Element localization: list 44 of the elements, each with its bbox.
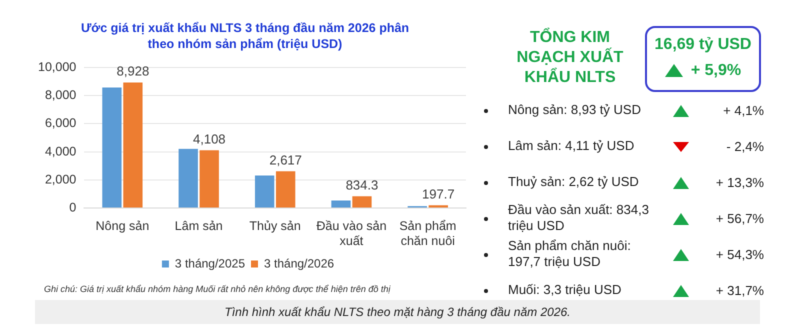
bar xyxy=(102,87,122,208)
legend-label: 3 tháng/2026 xyxy=(264,256,334,270)
text: + 54,3% xyxy=(716,246,764,262)
y-tick-label: 2,000 xyxy=(44,172,76,186)
x-tick-label: Nông sản xyxy=(96,218,150,233)
text: + 56,7% xyxy=(716,210,764,226)
text: + 13,3% xyxy=(716,174,764,190)
category-label: Thuỷ sản: 2,62 tỷ USD xyxy=(508,174,640,190)
text: - 2,4% xyxy=(726,138,764,154)
chart-title: Ước giá trị xuất khẩu NLTS 3 tháng đầu năm 2026 phân theo nhóm sản phẩm (triệu USD) xyxy=(80,20,410,52)
x-tick-label: Thủy sản xyxy=(249,218,301,233)
legend-label: 3 tháng/2025 xyxy=(174,256,246,270)
category-label: Đầu vào sản xuất: 834,3 triệu USD xyxy=(508,202,650,234)
text: + 5,9% xyxy=(690,62,742,80)
bar xyxy=(331,200,351,208)
category-label: Muối: 3,3 triệu USD xyxy=(508,282,622,298)
y-tick-label: 6,000 xyxy=(44,116,76,130)
bar xyxy=(276,171,296,208)
bar xyxy=(254,176,274,208)
x-tick-label: Lâm sản xyxy=(174,218,223,233)
y-tick-label: 10,000 xyxy=(38,60,76,74)
bar xyxy=(178,148,198,208)
data-label: 197.7 xyxy=(422,186,455,202)
data-label: 4,108 xyxy=(192,131,226,146)
y-tick-label: 0 xyxy=(69,200,76,214)
text: + 31,7% xyxy=(716,282,764,298)
bar xyxy=(200,150,219,208)
text: 16,69 tỷ USD xyxy=(654,36,752,54)
data-label: 834.3 xyxy=(346,177,378,192)
category-label: Lâm sản: 4,11 tỷ USD xyxy=(508,138,636,154)
y-tick-label: 8,000 xyxy=(44,88,76,102)
data-label: 8,928 xyxy=(116,64,150,79)
category-label: Sản phẩm chăn nuôi: 197,7 triệu USD xyxy=(508,238,632,270)
text: + 4,1% xyxy=(723,102,764,118)
data-label: 2,617 xyxy=(269,152,302,168)
x-tick-label: Sản phẩm chăn nuôi xyxy=(399,218,456,248)
bar xyxy=(123,82,143,208)
text: Ghi chú: Giá trị xuất khẩu nhóm hàng Muối rất nhỏ nên không được thể hiện trên đồ thị xyxy=(44,284,390,294)
category-label: Nông sản: 8,93 tỷ USD xyxy=(508,102,642,118)
x-tick-label: Đầu vào sản xuất xyxy=(316,218,387,248)
text: TỔNG KIM NGẠCH XUẤT KHẨU NLTS xyxy=(516,28,624,88)
text: Tình hình xuất khẩu NLTS theo mặt hàng 3 tháng đầu năm 2026. xyxy=(35,300,760,324)
y-tick-label: 4,000 xyxy=(44,144,76,158)
bar xyxy=(352,196,372,208)
